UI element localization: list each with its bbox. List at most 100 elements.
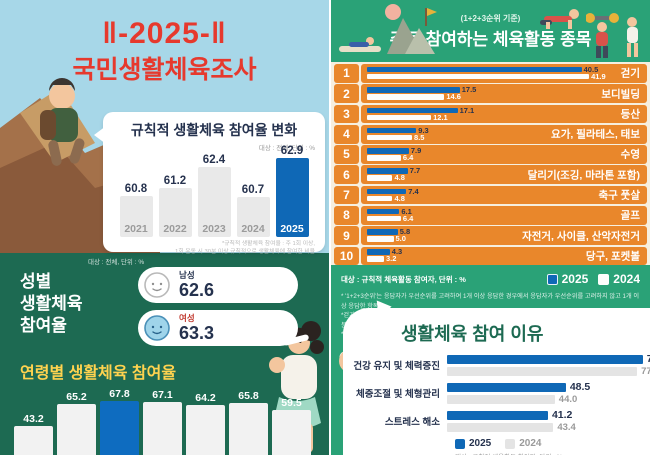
legend-band: 대상 : 규칙적 체육활동 참여자, 단위 : % 2025 2024 * '1… [331, 265, 650, 455]
value-2024: 6.4 [402, 153, 414, 163]
value-2025: 48.5 [569, 381, 591, 393]
reason-label: 스트레스 해소 [384, 417, 440, 428]
reasons-legend-2024: 2024 [505, 438, 542, 449]
rank-row-5: 5 7.9 6.4 수영 [334, 145, 647, 164]
female-pill: 여성 63.3 [138, 310, 298, 346]
female-value: 63.3 [179, 323, 215, 344]
rank-bars: 17.5 14.6 보디빌딩 [361, 84, 647, 103]
rank-bars: 7.9 6.4 수영 [361, 145, 647, 164]
age-value: 67.1 [152, 388, 173, 401]
bar-2024 [367, 175, 393, 181]
male-face-icon [144, 272, 170, 298]
activities-title: 주로 참여하는 체육활동 종목 [389, 30, 592, 49]
gender-pills: 남성 62.6 여성 63.3 [138, 267, 298, 346]
bar-2024 [367, 195, 393, 202]
trend-bar-2023: 62.4 2023 [197, 153, 231, 237]
reasons-card: 생활체육 참여 이유 건강 유지 및 체력증진 79.9 77.6 체중조절 및… [343, 295, 650, 455]
activity-name: 축구 풋살 [598, 189, 640, 202]
value-2024: 12.1 [433, 112, 448, 122]
ranking-legend: 2025 2024 [546, 272, 640, 286]
bar-2025 [367, 87, 460, 93]
legend-2024-swatch [598, 273, 610, 285]
activities-header: (1+2+3순위 기준) 주로 참여하는 체육활동 종목 [331, 0, 650, 62]
bar-2025 [367, 148, 409, 154]
bar: 60대 [229, 403, 268, 455]
bar-2024 [367, 155, 401, 161]
legend-2024: 2024 [598, 272, 640, 286]
bar: 40대 [143, 401, 182, 455]
reason-row-health: 건강 유지 및 체력증진 79.9 77.6 [343, 353, 650, 377]
female-face-icon [144, 315, 170, 341]
legend-2025-swatch [546, 273, 558, 285]
trend-bar-2021: 60.8 2021 [119, 183, 153, 237]
rank-number: 3 [334, 104, 359, 124]
poster-title-main: 국민생활체육조사 [72, 55, 257, 84]
rank-number: 1 [334, 64, 359, 83]
value-2024: 4.8 [394, 193, 405, 203]
reason-label: 체중조절 및 체형관리 [356, 389, 440, 400]
activity-name: 골프 [620, 209, 640, 222]
bar-2024 [367, 94, 445, 100]
activity-name: 자전거, 사이클, 산악자전거 [522, 230, 640, 243]
rank-number: 4 [334, 124, 359, 144]
rank-bars: 4.3 3.2 당구, 포켓볼 [361, 246, 647, 266]
year-label: 2025 [280, 223, 304, 235]
bar-2024 [447, 422, 554, 432]
male-pill: 남성 62.6 [138, 267, 298, 303]
trend-bar-2025: 62.9 2025 [275, 145, 309, 237]
value-2025: 17.5 [461, 85, 477, 95]
rank-bars: 5.8 5.0 자전거, 사이클, 산악자전거 [361, 226, 647, 245]
age-bar-20s: 65.2 20대 [57, 391, 96, 455]
age-value: 64.2 [195, 391, 216, 404]
age-bar-40s: 67.1 40대 [143, 389, 182, 455]
activities-subtitle: (1+2+3순위 기준) [460, 14, 521, 23]
bar-2025 [367, 127, 417, 134]
value-2024: 4.8 [394, 173, 405, 183]
age-bar-60s: 65.8 60대 [229, 390, 268, 455]
value-2024: 3.2 [385, 254, 397, 264]
value-2025: 5.8 [399, 227, 411, 237]
bar-2025 [447, 354, 643, 364]
footnote-line1: * '1+2+3순위'는 응답자가 우선순위를 고려하여 1개 이상 응답한 경… [341, 293, 640, 310]
activity-name: 보디빌딩 [601, 88, 640, 101]
mountain-flag-icon [385, 4, 437, 54]
gender-title-line3: 참여율 [20, 316, 67, 336]
year-label: 2024 [241, 223, 265, 235]
value-2025: 40.5 [583, 64, 599, 74]
rank-row-3: 3 17.1 12.1 등산 [334, 104, 647, 124]
bar: 70대 이상 [272, 409, 311, 455]
bar-2024 [367, 73, 590, 80]
poster-title-year: ‖-2025-‖ [102, 17, 227, 50]
year-label: 2022 [163, 223, 187, 235]
rank-row-8: 8 6.1 6.4 골프 [334, 205, 647, 225]
bar: 50대 [186, 404, 225, 455]
trend-value: 62.4 [202, 153, 226, 166]
year-label: 2023 [202, 223, 226, 235]
activity-name: 당구, 포켓볼 [585, 250, 640, 263]
value-2025: 17.1 [459, 105, 475, 115]
age-chart-title: 연령별 생활체육 참여율 [20, 365, 177, 382]
rank-row-4: 4 9.3 8.5 요가, 필라테스, 태보 [334, 124, 647, 144]
value-2024: 43.4 [557, 421, 576, 433]
bar-2025 [367, 66, 582, 73]
activities-ranking-list: 1 40.5 41.9 걷기 2 17.5 14.6 보디빌딩 3 17.1 [331, 62, 650, 266]
trend-chart-card: 규칙적 생활체육 참여율 변화 대상 : 전체, 단위 : % 60.8 202… [94, 112, 325, 255]
bar-2024 [367, 134, 413, 141]
bar-2025 [367, 229, 398, 235]
bar-2024 [367, 114, 432, 120]
bar-2025 [367, 249, 390, 255]
bar-2025 [447, 382, 566, 392]
year-label: 2021 [124, 223, 148, 235]
bar: 10대 [14, 425, 53, 455]
rank-bars: 7.4 4.8 축구 풋살 [361, 185, 647, 205]
value-2025: 7.7 [409, 166, 421, 176]
age-bar-70s: 59.5 70대 이상 [272, 397, 311, 455]
reason-row-stress: 스트레스 해소 41.2 43.4 [343, 409, 640, 433]
rank-bars: 6.1 6.4 골프 [361, 205, 647, 225]
bar-2025 [367, 208, 400, 215]
trend-value: 60.7 [241, 184, 265, 197]
rank-bars: 7.7 4.8 달리기(조깅, 마라톤 포함) [361, 165, 647, 185]
gender-title-line2: 생활체육 [20, 294, 83, 314]
pushup-figure-icon [540, 9, 579, 29]
value-2024: 41.9 [591, 71, 606, 81]
